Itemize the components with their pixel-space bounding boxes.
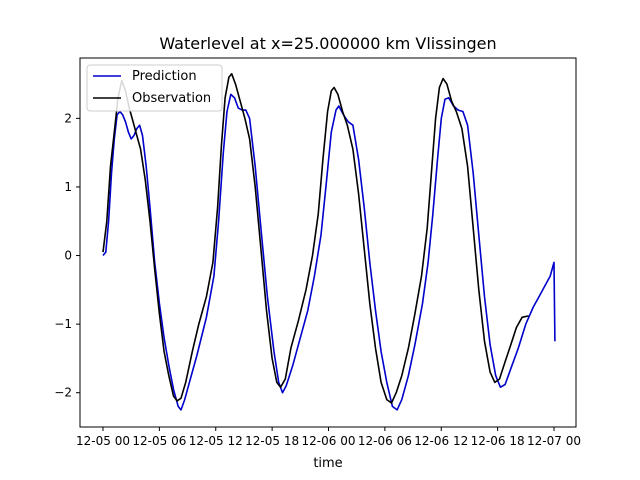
x-tick-label: 12-05 12 (189, 434, 243, 448)
legend: Prediction Observation (86, 64, 223, 112)
x-tick-label: 12-06 12 (414, 434, 468, 448)
y-tick-label: −1 (54, 317, 72, 331)
y-tick-label: 1 (64, 180, 72, 194)
y-tick-label: −2 (54, 386, 72, 400)
x-tick-label: 12-05 06 (132, 434, 186, 448)
x-axis-label: time (313, 456, 342, 471)
legend-label-prediction: Prediction (132, 69, 197, 84)
x-tick-label: 12-06 00 (302, 434, 356, 448)
y-tick-label: 2 (64, 111, 72, 125)
x-tick-label: 12-06 06 (358, 434, 412, 448)
x-tick-label: 12-07 00 (527, 434, 581, 448)
series-line-observation (102, 73, 529, 404)
x-tick-label: 12-05 18 (245, 434, 299, 448)
chart-title: Waterlevel at x=25.000000 km Vlissingen (159, 34, 496, 53)
x-tick-label: 12-05 00 (76, 434, 130, 448)
series-line-prediction (102, 93, 556, 411)
legend-label-observation: Observation (132, 91, 211, 106)
y-tick-label: 0 (64, 249, 72, 263)
series-layer (102, 73, 556, 411)
y-axis: −2 −1 0 1 2 (54, 111, 80, 400)
x-tick-label: 12-06 18 (471, 434, 525, 448)
x-axis: 12-05 00 12-05 06 12-05 12 12-05 18 12-06 00… (76, 427, 581, 448)
